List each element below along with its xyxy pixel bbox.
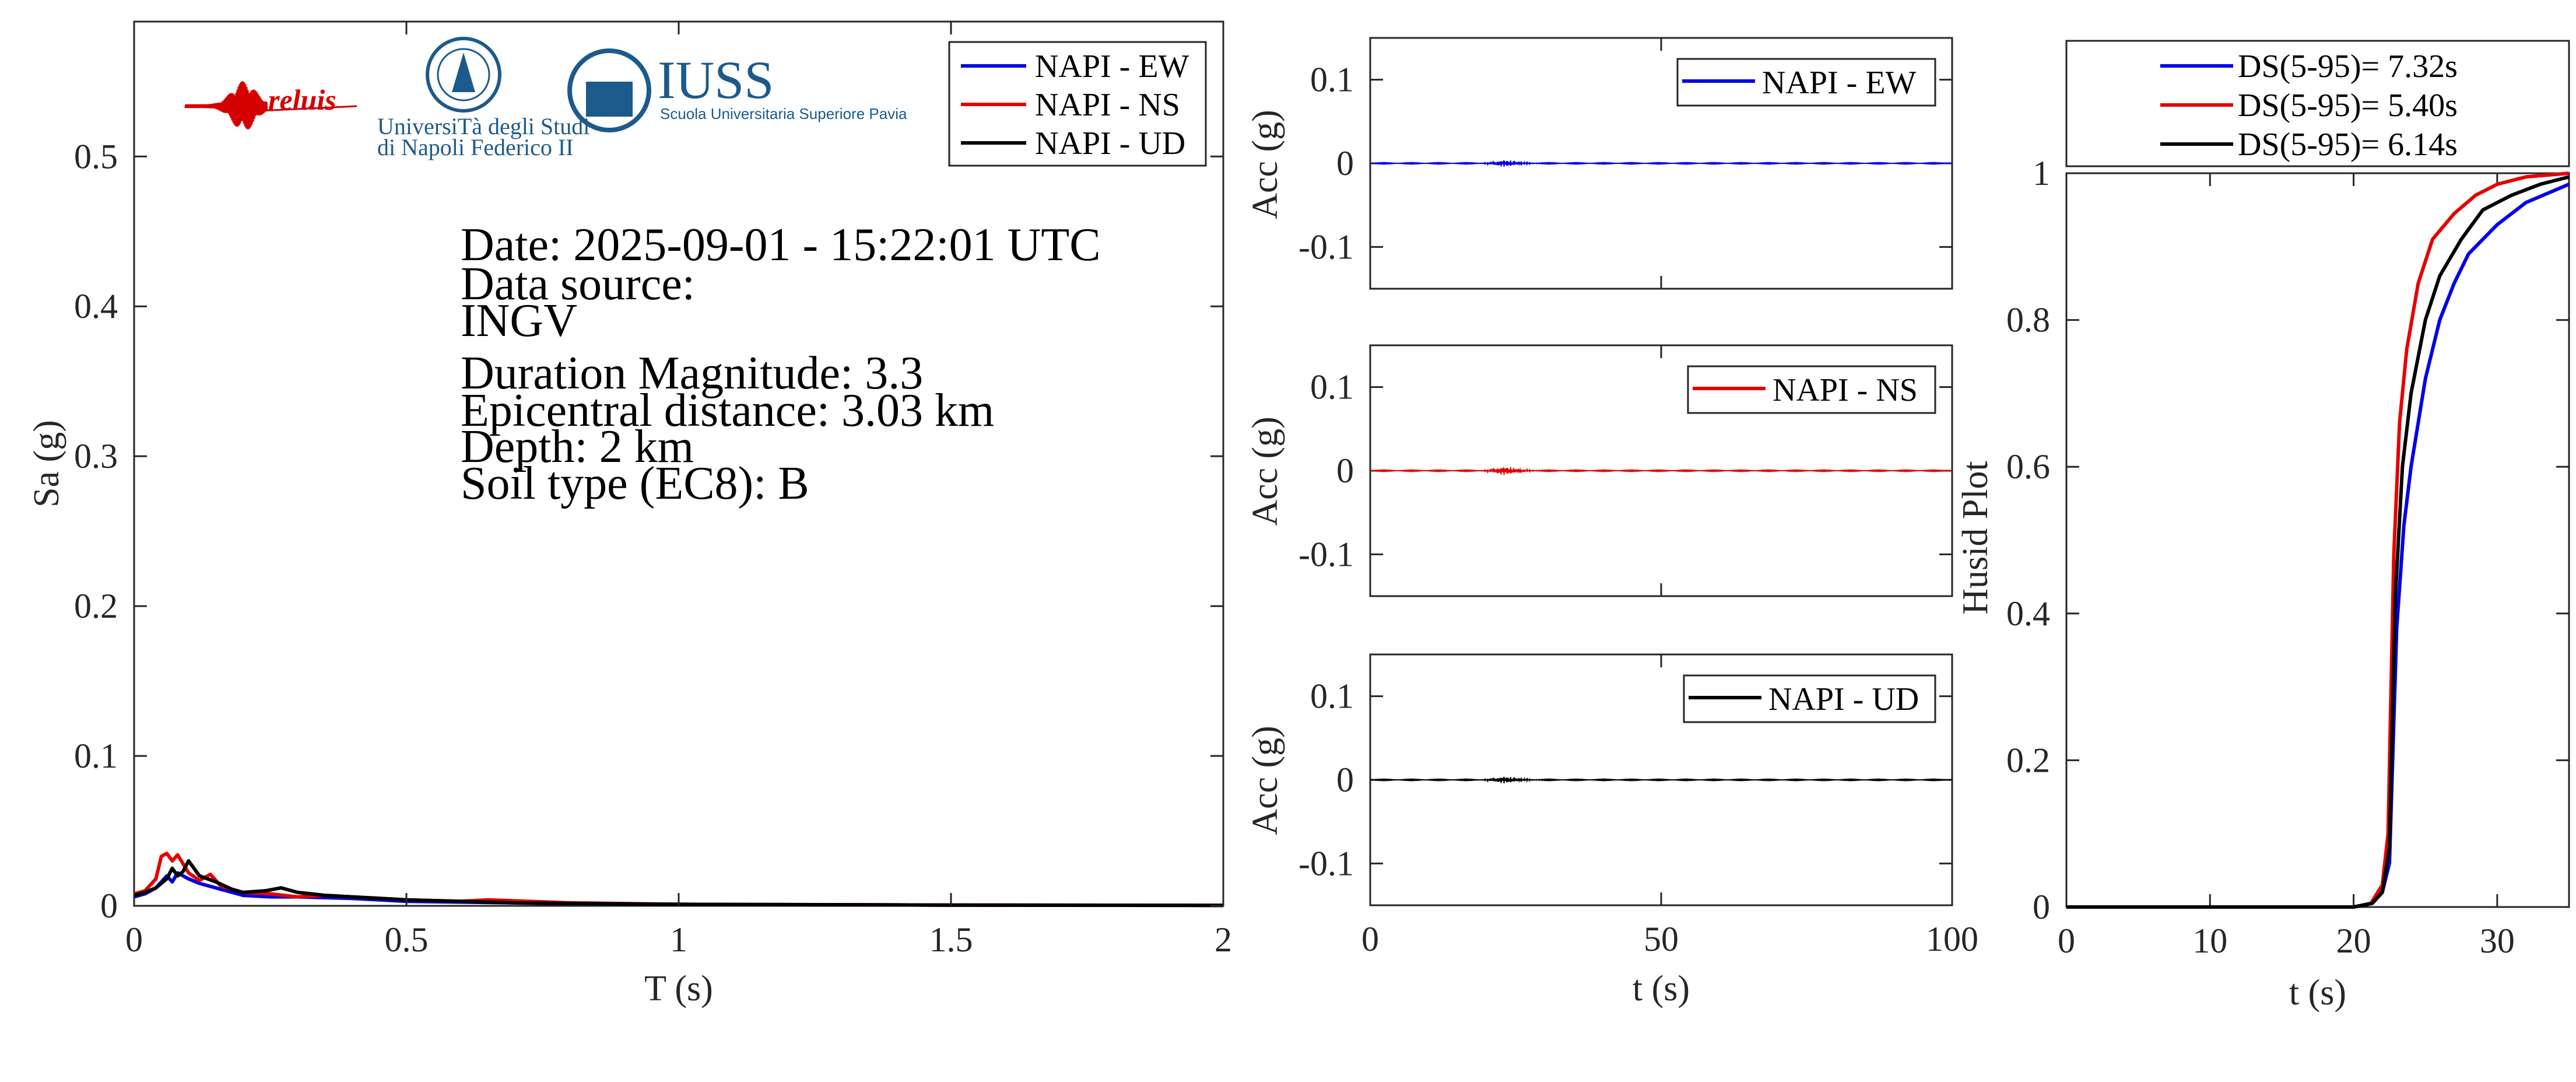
acc-ud-xtick-label: 0: [1361, 920, 1379, 958]
husid-xtick-label: 30: [2480, 922, 2515, 960]
husid-ytick-label: 0.6: [2006, 447, 2050, 486]
husid-ytick-label: 0.8: [2006, 301, 2050, 339]
husid-legend-label-ew: DS(5-95)= 7.32s: [2238, 48, 2458, 85]
spectrum-ytick-label: 0.5: [74, 137, 118, 176]
acc-ns-ytick-label: -0.1: [1298, 535, 1354, 573]
reluis-logo: reluis: [184, 81, 357, 129]
husid-series-line: [2066, 175, 2570, 909]
unina-seal-inner: [437, 48, 490, 101]
husid-xtick-label: 0: [2058, 922, 2075, 960]
spectrum-ytick-label: 0.4: [74, 287, 118, 325]
legend-label-ew: NAPI - EW: [1035, 48, 1189, 85]
iuss-title: IUSS: [658, 50, 774, 110]
spectrum-series-line: [134, 859, 1224, 908]
spectrum-ytick-label: 0.1: [74, 737, 118, 775]
acc-ud-panel: 0 50 100-0.100.1 NAPI - UD Acc (g) t (s): [1245, 653, 1978, 1009]
iuss-subtitle: Scuola Universitaria Superiore Pavia: [660, 105, 907, 122]
acc-ud-xtick-label: 100: [1926, 920, 1978, 958]
husid-legend-label-ns: DS(5-95)= 5.40s: [2238, 87, 2458, 124]
info-magnitude: Duration Magnitude: 3.3: [461, 348, 923, 399]
husid-ytick-label: 0: [2033, 888, 2050, 926]
info-date: Date: 2025-09-01 - 15:22:01 UTC: [461, 219, 1101, 271]
iuss-logo: IUSS Scuola Universitaria Superiore Pavi…: [567, 48, 907, 132]
spectrum-ytick-label: 0.3: [74, 437, 118, 475]
iuss-emblem-icon: [567, 48, 651, 132]
acc-ew-ytick-label: 0: [1336, 144, 1354, 183]
legend-label-ud: NAPI - UD: [1035, 125, 1185, 162]
unina-logo: UniversiTà degli Studi di Napoli Federic…: [377, 37, 589, 160]
husid-series-line: [2066, 183, 2570, 909]
husid-panel: 0 10 20 30 0 0.2 0.4 0.6 0.8 1 DS(5-95)= 7.32s DS…: [1956, 40, 2570, 1013]
acc-ew-panel: -0.1 0 0.1 NAPI - EW Acc (g): [1245, 37, 1953, 290]
event-info: Date: 2025-09-01 - 15:22:01 UTC Data sou…: [461, 219, 1101, 509]
acc-ew-ytick-label: 0.1: [1310, 61, 1354, 99]
info-depth: Depth: 2 km: [461, 421, 694, 472]
reluis-logo-text: reluis: [268, 83, 336, 116]
reluis-waveform-icon: [184, 81, 357, 129]
husid-ytick-label: 0.4: [2006, 594, 2050, 633]
acc-ud-ytick-label: 0.1: [1310, 677, 1354, 716]
spectrum-xtick-label: 0.5: [385, 920, 429, 959]
unina-line2: di Napoli Federico II: [377, 134, 574, 160]
acc-ud-legend-label: NAPI - UD: [1768, 681, 1919, 717]
spectrum-xtick-label: 2: [1215, 920, 1232, 959]
husid-ytick-label: 0.2: [2006, 741, 2050, 779]
spectrum-xtick-label: 1: [670, 920, 687, 959]
unina-seal-figure: [452, 52, 475, 92]
info-soil: Soil type (EC8): B: [461, 458, 809, 509]
acc-ud-trace: [1370, 776, 1953, 784]
info-source: INGV: [461, 295, 577, 346]
acc-ud-ylabel: Acc (g): [1245, 726, 1285, 835]
spectrum-legend: NAPI - EW NAPI - NS NAPI - UD: [948, 41, 1207, 167]
spectrum-xtick-label: 1.5: [929, 920, 973, 959]
husid-ytick-label: 1: [2033, 154, 2050, 192]
husid-series-line: [2066, 171, 2570, 909]
acc-ud-ytick-label: -0.1: [1298, 844, 1354, 883]
spectrum-ylabel: Sa (g): [27, 420, 66, 507]
iuss-building-icon: [586, 82, 633, 117]
unina-line1: UniversiTà degli Studi: [377, 113, 589, 139]
acc-ud-ytick-label: 0: [1336, 761, 1354, 799]
acc-ns-ylabel: Acc (g): [1245, 416, 1285, 526]
info-distance: Epicentral distance: 3.03 km: [461, 385, 994, 436]
husid-legend-box: [2065, 40, 2570, 167]
spectrum-panel: 0 0.5 1 1.5 2 0 0.1 0.2 0.3 0.4 0.5 reluis Univers…: [27, 20, 1232, 1009]
husid-xtick-label: 20: [2336, 922, 2371, 960]
spectrum-ytick-label: 0: [100, 887, 118, 925]
acc-ns-trace: [1370, 467, 1953, 475]
husid-xtick-label: 10: [2192, 922, 2227, 960]
acc-ud-legend-box: [1683, 674, 1936, 723]
spectrum-ytick-label: 0.2: [74, 587, 118, 625]
legend-label-ns: NAPI - NS: [1035, 87, 1180, 123]
info-source-label: Data source:: [461, 258, 695, 310]
acc-xlabel: t (s): [1633, 969, 1690, 1009]
acc-ns-ytick-label: 0: [1336, 451, 1354, 490]
acc-ew-ytick-label: -0.1: [1298, 227, 1354, 266]
acc-ns-legend-label: NAPI - NS: [1773, 372, 1918, 408]
spectrum-xlabel: T (s): [644, 969, 713, 1009]
acc-ns-ytick-label: 0.1: [1310, 368, 1354, 407]
husid-xlabel: t (s): [2289, 973, 2346, 1013]
acc-ew-legend-label: NAPI - EW: [1762, 65, 1917, 101]
husid-axes-box: [2065, 172, 2570, 908]
husid-ylabel: Husid Plot: [1956, 461, 1995, 615]
husid-legend-label-ud: DS(5-95)= 6.14s: [2238, 127, 2458, 163]
unina-seal-icon: [426, 37, 501, 113]
acc-ns-panel: -0.1 0 0.1 NAPI - NS Acc (g): [1245, 344, 1953, 597]
acc-ew-ylabel: Acc (g): [1245, 110, 1285, 219]
acc-ud-xtick-label: 50: [1644, 920, 1679, 958]
acc-ew-trace: [1370, 159, 1953, 167]
spectrum-xtick-label: 0: [125, 920, 143, 959]
